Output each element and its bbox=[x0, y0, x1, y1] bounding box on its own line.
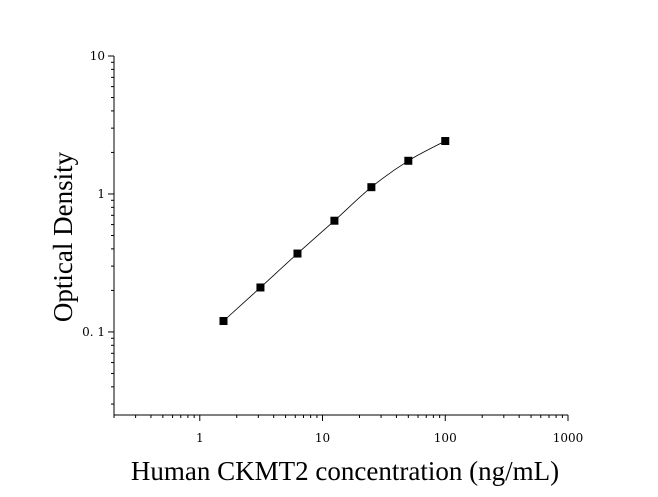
x-tick-label: 1000 bbox=[553, 431, 584, 445]
data-point-marker bbox=[256, 283, 265, 292]
data-point-marker bbox=[330, 216, 339, 225]
x-tick-label: 100 bbox=[434, 431, 457, 445]
data-point-marker bbox=[404, 156, 413, 165]
ticks bbox=[108, 55, 569, 421]
fit-curve bbox=[223, 140, 446, 322]
x-axis-title: Human CKMT2 concentration (ng/mL) bbox=[131, 456, 559, 486]
data-point-marker bbox=[293, 249, 302, 258]
y-tick-label: 10 bbox=[90, 49, 105, 63]
tick-labels: 1 10 100 1000 0. 1 1 10 bbox=[82, 49, 583, 445]
x-tick-label: 1 bbox=[196, 431, 204, 445]
y-tick-label: 0. 1 bbox=[82, 325, 105, 339]
data-point-marker bbox=[219, 317, 228, 326]
axes bbox=[113, 56, 568, 416]
y-axis-title: Optical Density bbox=[48, 151, 78, 322]
data-point-marker bbox=[367, 183, 376, 192]
data-points bbox=[219, 137, 450, 326]
x-tick-label: 10 bbox=[315, 431, 330, 445]
data-point-marker bbox=[441, 137, 450, 146]
y-tick-label: 1 bbox=[97, 187, 105, 201]
